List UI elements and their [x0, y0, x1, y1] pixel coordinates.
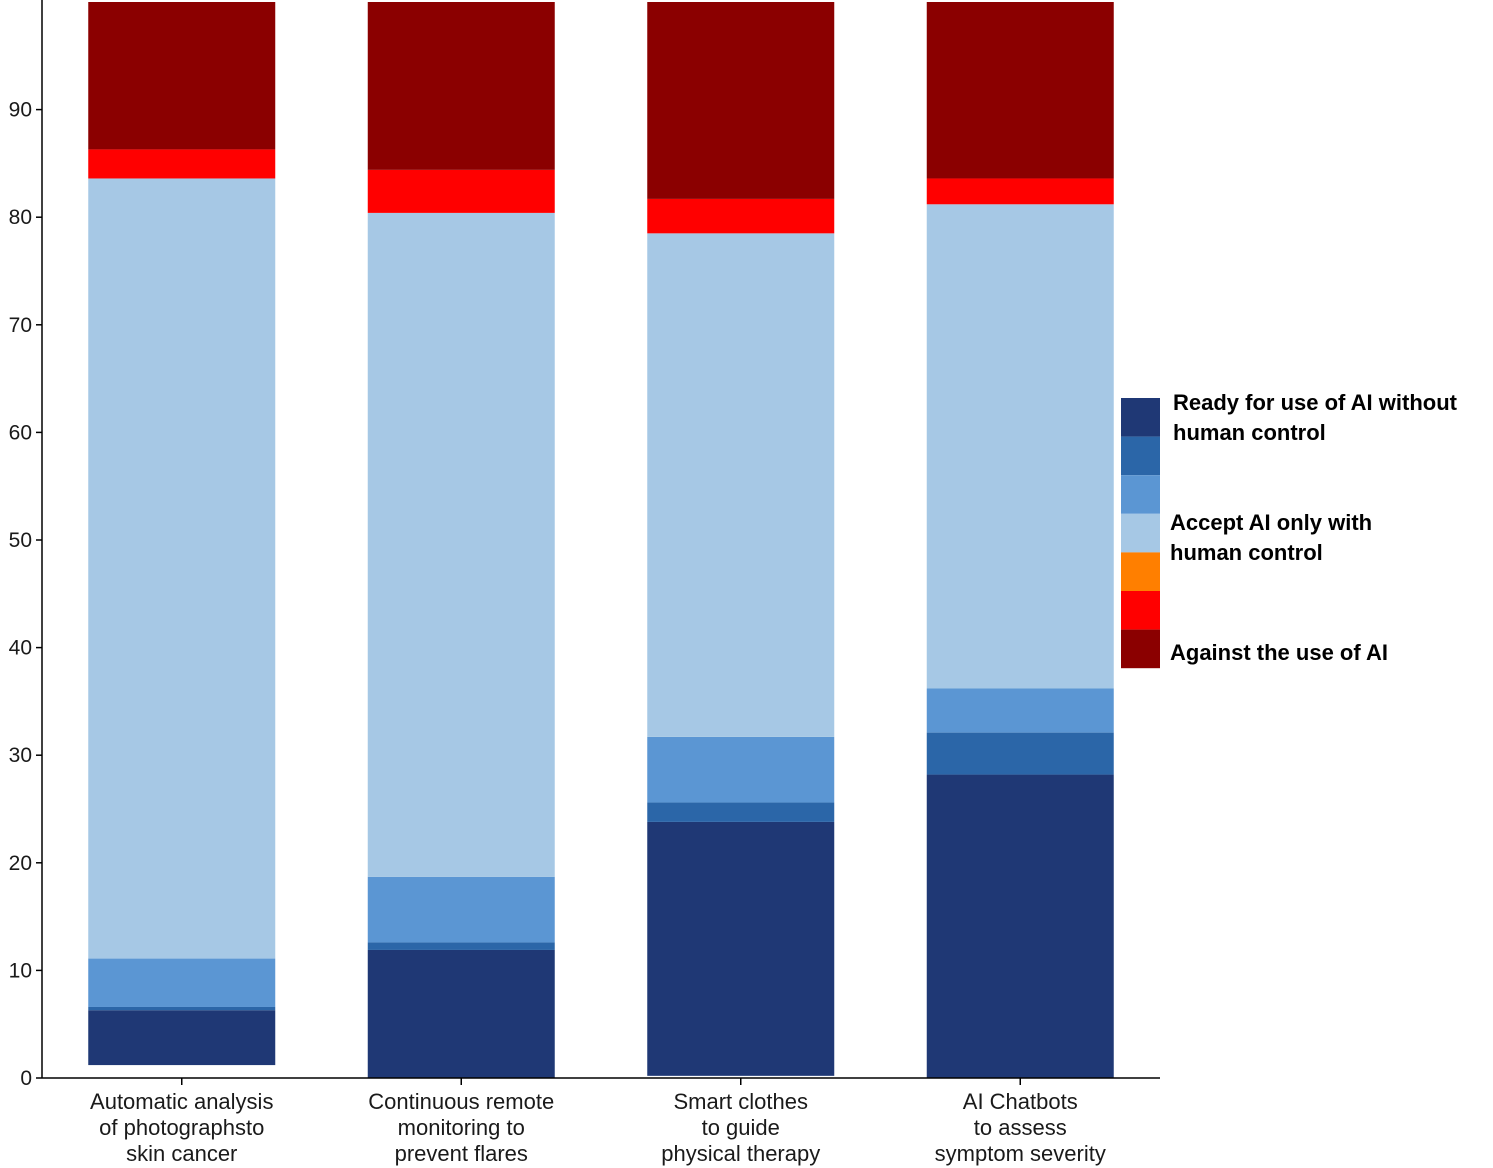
x-tick-label-line: to guide — [702, 1115, 780, 1140]
x-tick-label-line: Continuous remote — [368, 1089, 554, 1114]
legend-swatch — [1121, 552, 1160, 591]
legend-label-line: Ready for use of AI without — [1173, 390, 1458, 415]
legend-label-line: Accept AI only with — [1170, 510, 1372, 535]
bar-segment-level-3 — [926, 688, 1114, 733]
y-tick-label: 40 — [9, 637, 32, 660]
x-tick-label-line: of photographsto — [99, 1115, 264, 1140]
y-tick-label: 50 — [9, 529, 32, 552]
axes-layer: 0 10 20 30 40 50 60 70 80 90 Automatic analysis of … — [9, 0, 1160, 1166]
x-tick-label-line: to assess — [974, 1115, 1067, 1140]
legend-swatch — [1121, 513, 1160, 553]
bar-segment-level-1 — [367, 949, 555, 1078]
legend: Ready for use of AI without human control… — [1121, 390, 1458, 669]
bar-segment-level-7 — [367, 2, 555, 170]
y-tick-label: 80 — [9, 206, 32, 229]
bar-segment-level-4 — [647, 233, 835, 737]
legend-swatch — [1121, 591, 1160, 630]
x-tick-label-line: Smart clothes — [674, 1089, 809, 1114]
bar-group — [647, 2, 835, 1076]
legend-label-line: human control — [1170, 540, 1323, 565]
y-tick-label: 70 — [9, 314, 32, 337]
x-tick-label-line: symptom severity — [935, 1141, 1106, 1166]
bars-layer — [88, 2, 1114, 1078]
x-tick-label-line: skin cancer — [126, 1141, 237, 1166]
y-tick-label: 20 — [9, 852, 32, 875]
bar-segment-level-1 — [647, 821, 835, 1076]
x-tick-label-line: physical therapy — [661, 1141, 820, 1166]
y-tick-label: 90 — [9, 99, 32, 122]
bar-segment-level-7 — [647, 2, 835, 199]
y-tick-label: 30 — [9, 744, 32, 767]
bar-segment-level-6 — [647, 198, 835, 234]
bar-segment-level-1 — [88, 1010, 276, 1066]
y-tick-label: 10 — [9, 959, 32, 982]
bar-segment-level-6 — [367, 169, 555, 213]
bar-segment-level-3 — [647, 736, 835, 803]
bar-segment-level-3 — [367, 876, 555, 943]
bar-segment-level-4 — [926, 204, 1114, 689]
bar-segment-level-7 — [926, 2, 1114, 179]
x-tick-label: Continuous remote monitoring to prevent fl… — [368, 1089, 554, 1166]
y-tick-label: 60 — [9, 421, 32, 444]
x-tick-label-line: prevent flares — [395, 1141, 528, 1166]
bar-segment-level-6 — [88, 149, 276, 179]
x-tick-label-line: Automatic analysis — [90, 1089, 273, 1114]
bar-group — [926, 2, 1114, 1078]
bar-segment-level-2 — [647, 802, 835, 822]
legend-label: Accept AI only with human control — [1170, 510, 1372, 565]
x-tick-label-line: AI Chatbots — [963, 1089, 1078, 1114]
bar-group — [88, 2, 276, 1066]
bar-segment-level-4 — [88, 178, 276, 959]
legend-swatch — [1121, 398, 1160, 437]
legend-label: Ready for use of AI without human control — [1173, 390, 1458, 445]
legend-label-line: human control — [1173, 420, 1326, 445]
bar-segment-level-2 — [926, 732, 1114, 775]
bar-segment-level-2 — [367, 942, 555, 950]
legend-swatch — [1121, 475, 1160, 514]
x-tick-label: Smart clothes to guide physical therapy — [661, 1089, 820, 1166]
bar-segment-level-4 — [367, 212, 555, 877]
x-tick-label-line: monitoring to — [398, 1115, 525, 1140]
y-tick-label: 0 — [20, 1067, 32, 1090]
x-tick-label: Automatic analysis of photographsto skin c… — [90, 1089, 273, 1166]
legend-label: Against the use of AI — [1170, 640, 1388, 665]
bar-segment-level-2 — [88, 1006, 276, 1011]
bar-segment-level-7 — [88, 2, 276, 150]
bar-group — [367, 2, 555, 1078]
legend-label-line: Against the use of AI — [1170, 640, 1388, 665]
bar-segment-level-1 — [926, 774, 1114, 1078]
legend-swatch — [1121, 629, 1160, 669]
x-tick-label: AI Chatbots to assess symptom severity — [935, 1089, 1106, 1166]
bar-segment-level-6 — [926, 178, 1114, 205]
legend-swatch — [1121, 436, 1160, 476]
bar-segment-level-3 — [88, 958, 276, 1007]
